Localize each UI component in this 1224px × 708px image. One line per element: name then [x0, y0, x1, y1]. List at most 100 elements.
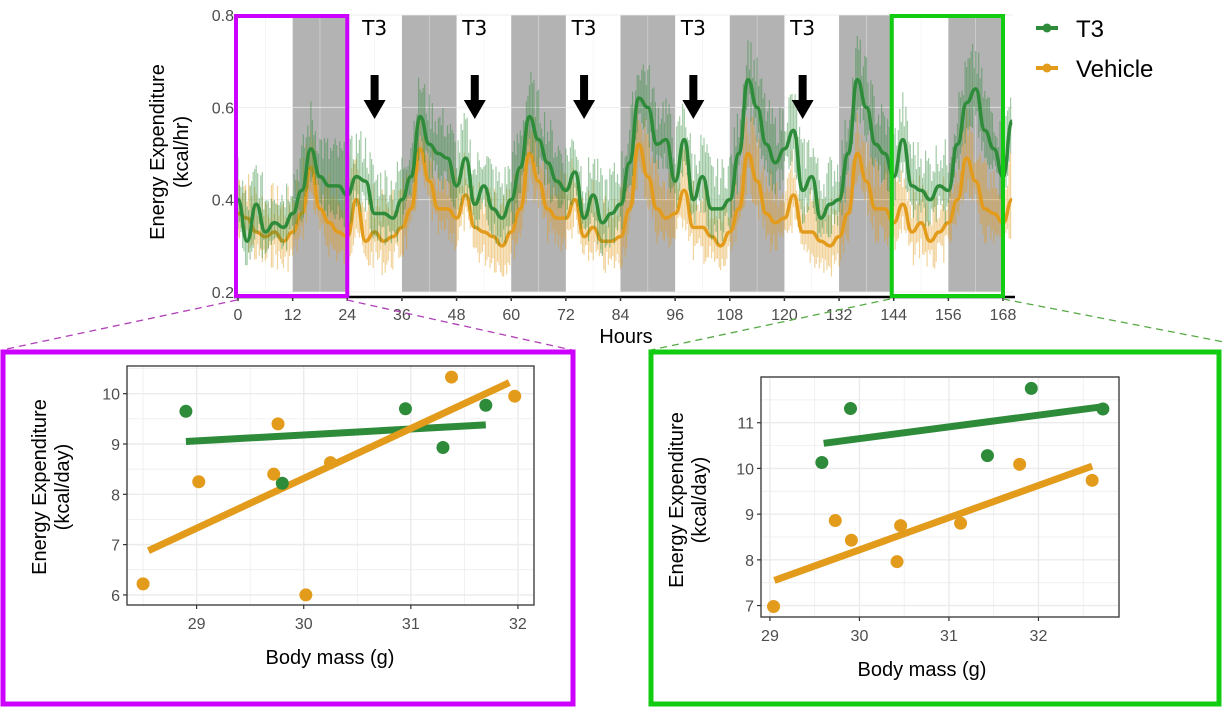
highlight-windows [234, 14, 1006, 298]
y-tick-label: 0.6 [212, 100, 234, 117]
down-arrow-icon [363, 75, 386, 119]
x-tick-label: 32 [1030, 628, 1048, 645]
x-tick-label: 24 [338, 307, 356, 324]
x-tick-label: 168 [990, 307, 1017, 324]
y-tick-labels: 0.2 0.4 0.6 0.8 [212, 8, 234, 302]
plot-border [126, 365, 535, 606]
y-axis-title-line1: Energy Expenditure [147, 64, 169, 240]
highlight-window-last-day [889, 14, 1006, 298]
legend-dot-t3 [1042, 23, 1052, 33]
x-tick-label: 30 [295, 616, 313, 633]
x-tick-labels: 29 30 31 32 [188, 605, 527, 633]
x-tick-label: 29 [761, 628, 779, 645]
t3-annotation-label: T3 [789, 16, 815, 40]
last-day-panel-frame [648, 349, 1222, 707]
x-tick-labels: 29 30 31 32 [761, 617, 1047, 645]
y-tick-label: 0.4 [212, 193, 234, 210]
fit-lines [773, 403, 1104, 584]
zoom-connectors [1, 298, 1224, 351]
y-tick-label: 10 [102, 387, 120, 404]
y-tick-label: 9 [111, 437, 120, 454]
connector-last-day-left [650, 298, 891, 351]
data-point-vehicle [890, 555, 904, 569]
x-tick-label: 30 [851, 628, 869, 645]
y-tick-label: 10 [736, 461, 754, 478]
x-tick-label: 120 [771, 307, 798, 324]
data-point-vehicle [271, 417, 285, 431]
data-point-vehicle [136, 577, 150, 591]
fit-line-t3 [823, 403, 1104, 447]
x-tick-label: 108 [716, 307, 743, 324]
grid-lines [238, 14, 1013, 293]
legend-dot-vehicle [1042, 63, 1052, 73]
y-tick-label: 7 [745, 599, 754, 616]
series-line-t3 [236, 77, 1014, 243]
data-points [136, 370, 522, 602]
highlight-window-first-day [234, 14, 350, 298]
t3-annotation-label: T3 [680, 16, 706, 40]
data-point-t3 [844, 402, 857, 416]
data-point-vehicle [1085, 473, 1099, 487]
y-tick-label: 0.2 [212, 285, 234, 302]
y-axis-title-line2: (kcal/day) [52, 444, 74, 531]
legend: T3 Vehicle [1036, 16, 1153, 83]
down-arrow-icon [573, 75, 596, 119]
x-tick-label: 29 [188, 616, 206, 633]
data-point-vehicle [508, 389, 522, 403]
x-tick-label: 32 [509, 616, 527, 633]
x-tick-label: 84 [612, 307, 630, 324]
x-tick-label: 36 [393, 307, 411, 324]
down-arrow-icon [791, 75, 814, 119]
data-point-vehicle [954, 516, 968, 530]
data-point-vehicle [192, 475, 206, 489]
legend-label-vehicle: Vehicle [1076, 56, 1153, 83]
x-tick-label: 31 [402, 616, 420, 633]
x-axis-title: Body mass (g) [266, 647, 395, 669]
connector-last-day-right [1002, 298, 1224, 343]
down-arrow-icon [682, 75, 705, 119]
legend-item-vehicle: Vehicle [1036, 56, 1153, 83]
y-axis-title-line2: (kcal/day) [689, 457, 711, 544]
connector-first-day-right [346, 299, 573, 351]
data-point-t3 [1024, 381, 1038, 395]
down-arrow-icon [463, 75, 486, 119]
time-series-chart: 0 12 24 36 48 60 72 84 96 108 120 132 144 156 168 0.20… [147, 8, 1016, 348]
y-tick-label: 7 [111, 538, 120, 555]
data-point-vehicle [1013, 457, 1027, 471]
x-tick-label: 156 [935, 307, 962, 324]
y-tick-label: 8 [111, 487, 120, 504]
data-point-t3 [479, 398, 493, 412]
x-tick-label: 31 [940, 628, 958, 645]
y-tick-labels: 6 7 8 9 10 [102, 387, 127, 605]
scatter-grid [761, 376, 1119, 617]
data-point-vehicle [267, 467, 281, 481]
plot-border [760, 376, 1120, 618]
data-point-vehicle [828, 514, 842, 528]
x-tick-label: 60 [502, 307, 520, 324]
data-point-t3 [398, 402, 412, 416]
legend-item-t3: T3 [1036, 16, 1104, 43]
x-tick-label: 144 [880, 307, 907, 324]
first-day-panel-frame [0, 349, 576, 707]
data-point-t3 [179, 404, 193, 418]
x-axis-title: Hours [599, 326, 652, 348]
data-point-t3 [815, 455, 829, 469]
y-tick-label: 8 [745, 553, 754, 570]
data-point-vehicle [324, 456, 337, 470]
y-tick-label: 9 [745, 507, 754, 524]
last-day-scatter: 29 30 31 32 7 8 9 10 11 Body mass (g) Energy Ex… [666, 376, 1120, 681]
data-point-t3 [275, 476, 289, 490]
data-point-vehicle [767, 599, 781, 613]
legend-label-t3: T3 [1076, 16, 1104, 43]
data-point-t3 [436, 441, 450, 455]
x-axis-title: Body mass (g) [858, 659, 987, 681]
fit-line-vehicle [773, 462, 1094, 584]
series-lines [236, 35, 1014, 277]
x-tick-label: 72 [557, 307, 575, 324]
y-tick-label: 6 [111, 588, 120, 605]
t3-annotation-label: T3 [461, 16, 487, 40]
first-day-scatter: 29 30 31 32 6 7 8 9 10 Body mass (g) Energy Exp… [29, 365, 535, 669]
fit-line-t3 [185, 421, 486, 445]
x-tick-label: 0 [234, 307, 243, 324]
